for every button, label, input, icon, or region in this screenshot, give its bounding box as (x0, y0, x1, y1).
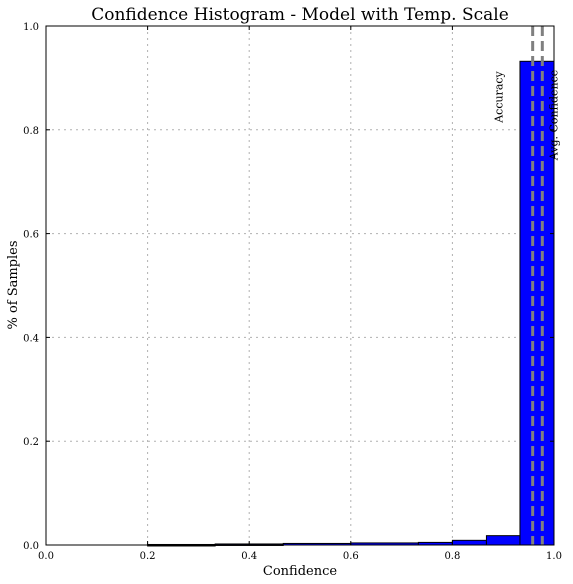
histogram-bar (451, 539, 487, 546)
y-tick-label: 0.2 (23, 437, 39, 448)
grid (46, 26, 554, 545)
x-tick-label: 0.2 (140, 551, 156, 562)
x-tick-label: 0.4 (241, 551, 257, 562)
y-tick-label: 0.4 (23, 333, 39, 344)
axis-ticks: 0.0 0.2 0.4 0.6 0.8 1.0 0.0 0.2 0.4 0.6 0.8 1.0 (23, 22, 562, 562)
x-tick-label: 0.6 (343, 551, 359, 562)
x-tick-label: 0.0 (38, 551, 54, 562)
x-axis-label: Confidence (263, 564, 337, 579)
accuracy-label: Accuracy (493, 70, 506, 123)
chart-title: Confidence Histogram - Model with Temp. … (91, 5, 509, 25)
y-tick-label: 0.8 (23, 126, 39, 137)
histogram-bar (519, 60, 555, 546)
x-tick-label: 0.8 (444, 551, 460, 562)
histogram-bars (147, 60, 555, 547)
plot-frame (45, 25, 555, 546)
y-tick-label: 1.0 (23, 22, 39, 33)
x-tick-label: 1.0 (546, 551, 562, 562)
y-tick-label: 0.0 (23, 541, 39, 552)
histogram-bar (485, 535, 521, 546)
y-tick-label: 0.6 (23, 230, 39, 241)
y-axis-label: % of Samples (6, 240, 21, 329)
